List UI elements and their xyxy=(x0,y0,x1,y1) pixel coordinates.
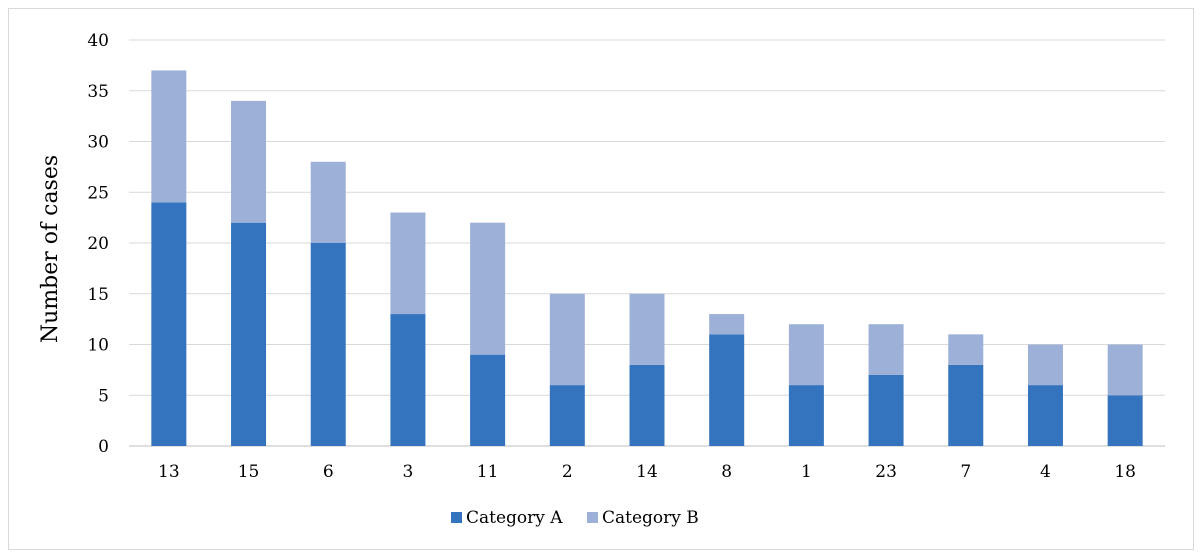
bar-category-b-14 xyxy=(629,293,665,365)
legend-label-category-a: Category A xyxy=(466,508,563,528)
y-tick-label: 40 xyxy=(87,31,109,51)
bar-category-b-2 xyxy=(549,293,585,386)
stacked-bar-chart: 0 5 10 15 20 25 30 35 40 13 15 6 3 11 2 14 8 1 23 7 4 18 Num… xyxy=(38,31,1165,528)
bar-category-a-15 xyxy=(231,222,267,446)
x-tick-label: 4 xyxy=(1040,462,1051,482)
x-tick-label: 3 xyxy=(403,462,414,482)
y-tick-label: 20 xyxy=(87,234,109,254)
bar-category-b-1 xyxy=(788,324,824,386)
chart-frame: 0 5 10 15 20 25 30 35 40 13 15 6 3 11 2 14 8 1 23 7 4 18 Num… xyxy=(8,8,1194,550)
bars xyxy=(151,70,1143,446)
bar-category-b-11 xyxy=(470,222,506,355)
bar-category-a-11 xyxy=(470,354,506,446)
x-tick-label: 8 xyxy=(721,462,732,482)
legend-label-category-b: Category B xyxy=(602,508,699,528)
x-tick-label: 14 xyxy=(636,462,658,482)
y-tick-label: 5 xyxy=(98,386,109,406)
bar-category-b-4 xyxy=(1027,344,1063,386)
legend: Category A Category B xyxy=(451,508,699,528)
bar-category-b-7 xyxy=(948,334,984,365)
bar-category-a-4 xyxy=(1027,385,1063,446)
bar-category-a-6 xyxy=(310,243,346,446)
bar-category-b-6 xyxy=(310,161,346,243)
y-tick-label: 30 xyxy=(87,133,109,153)
y-tick-label: 25 xyxy=(87,183,109,203)
gridlines xyxy=(129,39,1165,447)
x-tick-label: 6 xyxy=(323,462,334,482)
x-tick-label: 11 xyxy=(477,462,499,482)
legend-swatch-category-a xyxy=(451,512,462,523)
legend-swatch-category-b xyxy=(587,512,598,523)
bar-category-b-18 xyxy=(1107,344,1143,396)
y-axis-ticks: 0 5 10 15 20 25 30 35 40 xyxy=(87,31,109,457)
x-axis-ticks: 13 15 6 3 11 2 14 8 1 23 7 4 18 xyxy=(158,462,1136,482)
y-tick-label: 35 xyxy=(87,82,109,102)
bar-category-a-3 xyxy=(390,314,426,446)
y-axis-label: Number of cases xyxy=(38,155,63,343)
bar-category-b-23 xyxy=(868,324,904,375)
bar-category-b-8 xyxy=(709,314,745,335)
y-tick-label: 0 xyxy=(98,437,109,457)
bar-category-b-13 xyxy=(151,70,187,203)
x-tick-label: 7 xyxy=(960,462,971,482)
bar-category-a-18 xyxy=(1107,395,1143,446)
bar-category-a-2 xyxy=(549,385,585,446)
bar-category-a-1 xyxy=(788,385,824,446)
bar-category-a-8 xyxy=(709,334,745,446)
bar-category-a-23 xyxy=(868,374,904,446)
bar-category-a-13 xyxy=(151,202,187,446)
x-tick-label: 15 xyxy=(238,462,260,482)
x-tick-label: 13 xyxy=(158,462,180,482)
bar-category-b-15 xyxy=(231,100,267,223)
y-tick-label: 15 xyxy=(87,285,109,305)
x-tick-label: 18 xyxy=(1114,462,1136,482)
x-tick-label: 23 xyxy=(875,462,897,482)
bar-category-a-14 xyxy=(629,364,665,446)
y-tick-label: 10 xyxy=(87,336,109,356)
bar-category-b-3 xyxy=(390,212,426,315)
x-tick-label: 1 xyxy=(801,462,812,482)
x-tick-label: 2 xyxy=(562,462,573,482)
bar-category-a-7 xyxy=(948,364,984,446)
